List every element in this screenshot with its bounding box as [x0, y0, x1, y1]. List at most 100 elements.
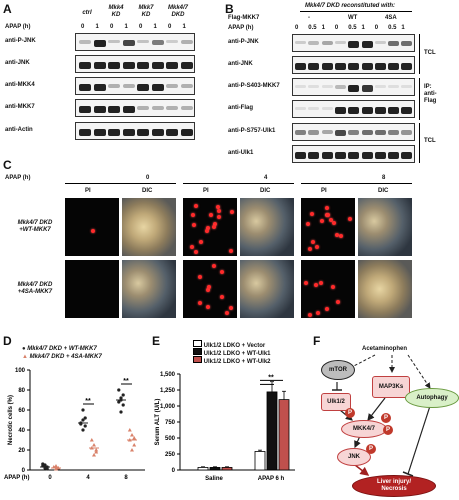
- row-label-b-4: anti-P-S757-Ulk1: [228, 128, 276, 134]
- pi-dot: [216, 205, 220, 209]
- y-axis-label-d: Necrotic cells (%): [8, 395, 14, 445]
- pi-dot: [320, 219, 324, 223]
- data-point-wt: [83, 424, 87, 428]
- pi-dot: [304, 281, 308, 285]
- blot-a-3: [75, 99, 195, 117]
- band-b-5-0: [295, 152, 306, 159]
- dic-image-r0-t2: [358, 198, 412, 256]
- bracket-tcl1: [419, 34, 420, 74]
- timepoint-8: 8: [382, 175, 386, 181]
- blot-b-0: [292, 34, 415, 52]
- legend-e-vector-swatch: [193, 340, 202, 347]
- band-b-4-2: [321, 130, 333, 135]
- row-label-b-1: anti-JNK: [228, 61, 253, 67]
- legend-d-4sa: ▲ Mkk4/7 DKD + 4SA-MKK7: [22, 354, 102, 360]
- pi-dot: [229, 249, 233, 253]
- data-point-4sa: [54, 464, 58, 468]
- pi-dot: [198, 301, 202, 305]
- group-mkk7kd: Mkk7 KD: [138, 5, 154, 18]
- timepoint-4: 4: [264, 175, 268, 181]
- x-tick-label-d: 0: [48, 475, 52, 481]
- data-point-4sa: [130, 433, 134, 437]
- pi-dot: [213, 222, 217, 226]
- apap-label-a: APAP (h): [5, 24, 31, 30]
- title-rule: [300, 11, 412, 12]
- band-b-3-0: [295, 107, 306, 110]
- band-a-1-5: [151, 62, 164, 69]
- arrow-jnk-injury: [354, 464, 370, 476]
- pi-dot: [194, 204, 198, 208]
- data-point-4sa: [54, 467, 58, 471]
- rule-8: [301, 183, 412, 184]
- band-a-1-4: [137, 62, 149, 69]
- band-a-4-5: [151, 129, 164, 136]
- pi-dot: [191, 213, 195, 217]
- data-point-4sa: [89, 438, 94, 442]
- time-a-6: 0: [168, 24, 172, 30]
- band-b-3-8: [401, 107, 413, 114]
- row-label-a-4: anti-Actin: [5, 127, 33, 133]
- group-mkk47dkd: Mkk4/7 DKD: [167, 5, 188, 18]
- legend-e-ulk2-swatch: [193, 356, 202, 363]
- pi-dot: [198, 275, 202, 279]
- node-mtor: mTOR: [321, 360, 355, 380]
- phospho-badge-mkk2: P: [383, 425, 393, 435]
- panel-a-letter: A: [3, 2, 12, 16]
- dic-image-r0-t0: [122, 198, 176, 256]
- bar-ulk2: [221, 467, 233, 471]
- y-tick-label-e: 500: [165, 436, 176, 442]
- time-a-3: 1: [124, 24, 128, 30]
- band-a-3-3: [122, 106, 135, 113]
- pi-image-r1-t1: [183, 260, 237, 318]
- bracket-tcl2: [419, 123, 420, 163]
- x-axis-label-d: APAP (h): [4, 475, 29, 481]
- blot-b-5: [292, 145, 415, 163]
- bar-ulk1: [266, 391, 278, 471]
- row-label-b-0: anti-P-JNK: [228, 39, 259, 45]
- band-b-1-4: [348, 63, 360, 70]
- time-a-7: 1: [182, 24, 186, 30]
- pi-dot: [212, 264, 216, 268]
- band-b-0-6: [374, 41, 386, 45]
- data-point-wt: [81, 418, 85, 422]
- pi-dot: [91, 229, 95, 233]
- band-b-1-2: [321, 63, 333, 70]
- node-liver-injury: Liver injury/ Necrosis: [352, 475, 436, 497]
- scatter-chart-d: 0 20 40 60 80 100 0 4 8 APAP (h) Necrotic cells (%…: [4, 368, 145, 481]
- band-a-4-3: [122, 129, 135, 136]
- time-b-7: 0.5: [388, 25, 397, 31]
- blot-a-4: [75, 122, 195, 140]
- legend-d-wt: ● Mkk4/7 DKD + WT-MKK7: [22, 346, 97, 352]
- band-b-0-3: [334, 41, 346, 45]
- timepoint-0: 0: [146, 175, 150, 181]
- band-a-0-5: [151, 40, 164, 45]
- pi-dot: [348, 217, 352, 221]
- dic-image-r0-t1: [240, 198, 294, 256]
- blot-a-1: [75, 55, 195, 73]
- group-minus: -: [308, 15, 310, 21]
- pi-dot: [319, 281, 323, 285]
- band-a-3-6: [166, 106, 178, 110]
- y-tick-label-d: 80: [18, 388, 25, 394]
- node-ulk: Ulk1/2: [321, 393, 351, 411]
- sig-label-d: **: [85, 398, 91, 405]
- band-a-2-1: [93, 84, 106, 91]
- panel-e-letter: E: [152, 334, 161, 348]
- legend-e-vector: Ulk1/2 LDKO + Vector: [193, 340, 265, 350]
- band-b-4-7: [388, 130, 400, 135]
- band-b-0-2: [321, 41, 333, 46]
- dic-image-r1-t1: [240, 260, 294, 318]
- pi-dot: [212, 225, 216, 229]
- pi-dot: [206, 305, 210, 309]
- band-b-2-3: [334, 85, 346, 89]
- col-label-1: DIC: [142, 188, 153, 194]
- band-a-3-1: [93, 106, 106, 113]
- pi-dot: [314, 283, 318, 287]
- band-b-5-8: [401, 152, 413, 159]
- apap-label-b: APAP (h): [228, 25, 254, 31]
- time-b-8: 1: [401, 25, 405, 31]
- pi-dot: [332, 221, 336, 225]
- blot-a-2: [75, 77, 195, 95]
- band-b-3-6: [374, 107, 386, 114]
- band-a-4-4: [137, 129, 149, 136]
